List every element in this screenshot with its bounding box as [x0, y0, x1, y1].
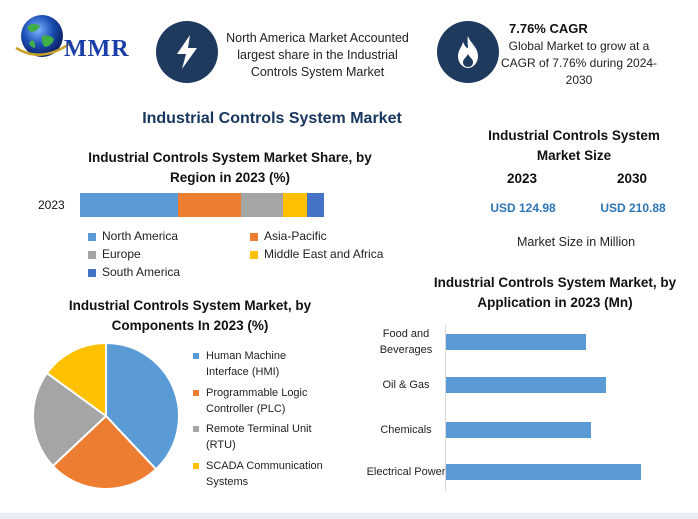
main-title: Industrial Controls System Market: [142, 110, 402, 127]
legend-label: Europe: [102, 247, 141, 261]
legend-swatch: [88, 251, 96, 259]
region-bar-segment: [177, 193, 242, 217]
north-america-info: North America Market Accounted largest s…: [226, 31, 409, 79]
cagr-title: 7.76% CAGR: [509, 21, 588, 36]
market-size-year-2030: 2030: [616, 171, 648, 186]
cagr-info: Global Market to grow at a CAGR of 7.76%…: [500, 39, 658, 87]
logo-text: MMR: [64, 36, 130, 62]
flame-icon: [458, 36, 478, 68]
market-size-title: Industrial Controls System Market Size: [488, 128, 660, 163]
legend-swatch: [193, 463, 199, 469]
components-legend-item: SCADA Communication Systems: [193, 458, 323, 490]
market-size-note: Market Size in Million: [516, 235, 636, 249]
region-legend-item: Middle East and Africa: [250, 247, 383, 262]
region-year-label: 2023: [38, 198, 65, 212]
legend-swatch: [88, 233, 96, 241]
legend-label: Asia-Pacific: [264, 229, 327, 243]
components-legend-item: Remote Terminal Unit (RTU): [193, 421, 312, 453]
legend-label: Middle East and Africa: [264, 247, 384, 261]
legend-swatch: [250, 251, 258, 259]
region-legend-item: Europe: [88, 247, 141, 262]
region-legend-item: Asia-Pacific: [250, 229, 327, 244]
application-chart-title: Industrial Controls System Market, by Ap…: [433, 275, 677, 310]
pie-slice: [32, 371, 108, 468]
components-chart-title: Industrial Controls System Market, by Co…: [68, 298, 312, 333]
application-bar: [446, 377, 606, 393]
region-stacked-bar: [80, 193, 324, 217]
legend-swatch: [193, 426, 199, 432]
region-chart-title: Industrial Controls System Market Share,…: [88, 150, 372, 185]
application-bar: [446, 334, 586, 350]
application-bar: [446, 422, 591, 438]
region-legend-item: North America: [88, 229, 178, 244]
bottom-band: [0, 513, 698, 519]
components-legend-item: Programmable Logic Controller (PLC): [193, 385, 308, 417]
legend-swatch: [193, 390, 199, 396]
legend-label: Human Machine Interface (HMI): [206, 350, 287, 378]
market-size-value-2030: USD 210.88: [600, 201, 666, 215]
pie-slice: [105, 341, 180, 471]
pie-slice: [51, 414, 158, 490]
flame-badge: [437, 21, 499, 83]
globe-icon: [15, 15, 73, 57]
legend-label: SCADA Communication Systems: [206, 460, 323, 488]
region-legend-item: South America: [88, 265, 180, 280]
application-category-label: Food and Beverages: [379, 328, 433, 356]
legend-swatch: [88, 269, 96, 277]
region-bar-segment: [306, 193, 324, 217]
application-category-label: Oil & Gas: [382, 379, 430, 391]
components-legend-item: Human Machine Interface (HMI): [193, 348, 286, 380]
lightning-badge: [156, 21, 218, 83]
legend-label: Remote Terminal Unit (RTU): [206, 423, 312, 451]
lightning-icon: [177, 35, 197, 69]
application-bar: [446, 464, 641, 480]
legend-label: South America: [102, 265, 181, 279]
legend-swatch: [193, 353, 199, 359]
mmr-logo: MMR: [12, 12, 142, 64]
legend-label: North America: [102, 229, 179, 243]
market-size-value-2023: USD 124.98: [490, 201, 556, 215]
region-bar-segment: [241, 193, 283, 217]
legend-label: Programmable Logic Controller (PLC): [206, 387, 308, 415]
application-category-label: Chemicals: [380, 424, 432, 436]
pie-slice: [45, 341, 107, 418]
application-category-label: Electrical Power: [366, 466, 446, 478]
region-bar-segment: [80, 193, 178, 217]
market-size-year-2023: 2023: [506, 171, 538, 186]
components-pie-chart: [32, 341, 180, 490]
legend-swatch: [250, 233, 258, 241]
region-bar-segment: [282, 193, 307, 217]
application-axis-line: [445, 325, 446, 491]
